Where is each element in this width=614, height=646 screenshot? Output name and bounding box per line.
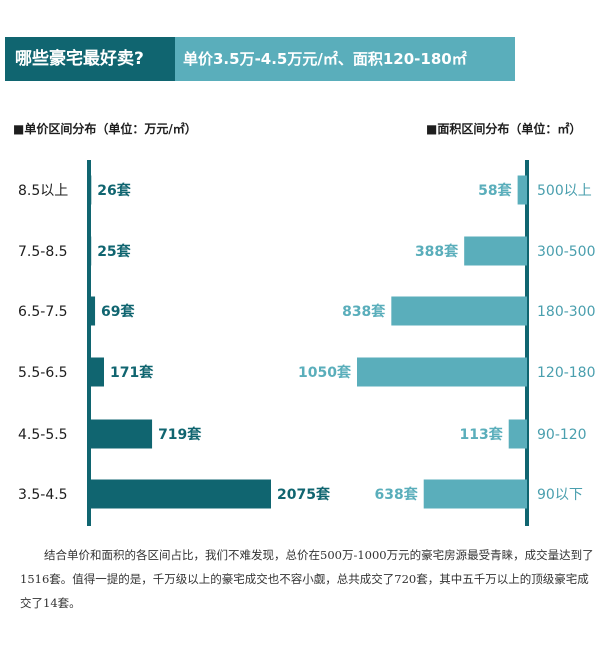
area-value-label: 58套 [478,182,511,199]
price-bar [89,296,96,326]
answer-text: 单价3.5万-4.5万元/㎡、面积120-180㎡ [183,50,467,68]
price-category-label: 6.5-7.5 [18,304,68,320]
area-bar [423,479,527,509]
area-category-label: 180-300 [537,304,596,320]
bar-charts: 8.5以上 26套 7.5-8.5 25套 6.5-7.5 69套 5.5-6.5 171套 4… [18,160,596,526]
area-chart-title: ■面积区间分布（单位：㎡） [426,122,582,136]
question-text: 哪些豪宅最好卖? [15,49,144,69]
area-bar [391,296,527,326]
summary-paragraph: 结合单价和面积的各区间占比，我们不难发现，总价在500万-1000万元的豪宅房源… [20,548,594,610]
price-bar [89,479,271,509]
price-bar [89,419,153,449]
price-value-label: 26套 [97,182,130,199]
price-value-label: 69套 [101,303,134,320]
area-value-label: 388套 [415,243,458,260]
area-bar [464,236,527,266]
area-bar [357,357,527,387]
price-value-label: 171套 [110,364,153,381]
area-bar [517,175,527,205]
price-value-label: 719套 [158,426,201,443]
price-category-label: 5.5-6.5 [18,365,68,381]
area-category-label: 90-120 [537,427,587,443]
area-value-label: 1050套 [298,364,351,381]
price-category-label: 7.5-8.5 [18,244,68,260]
price-category-label: 3.5-4.5 [18,487,68,503]
area-value-label: 638套 [374,486,417,503]
question-banner: 哪些豪宅最好卖? [5,37,175,81]
area-bar [508,419,527,449]
price-value-label: 25套 [97,243,130,260]
price-value-label: 2075套 [277,486,330,503]
area-category-label: 90以下 [537,487,583,503]
price-chart-title: ■单价区间分布（单位：万元/㎡） [13,122,197,136]
price-bar [89,236,92,266]
price-bar [89,357,104,387]
answer-banner: 单价3.5万-4.5万元/㎡、面积120-180㎡ [175,37,515,81]
price-category-label: 4.5-5.5 [18,427,68,443]
area-value-label: 838套 [342,303,385,320]
area-category-label: 300-500 [537,244,596,260]
price-category-label: 8.5以上 [18,183,68,199]
area-category-label: 120-180 [537,365,596,381]
area-value-label: 113套 [459,426,502,443]
price-bar [89,175,92,205]
area-category-label: 500以上 [537,183,592,199]
